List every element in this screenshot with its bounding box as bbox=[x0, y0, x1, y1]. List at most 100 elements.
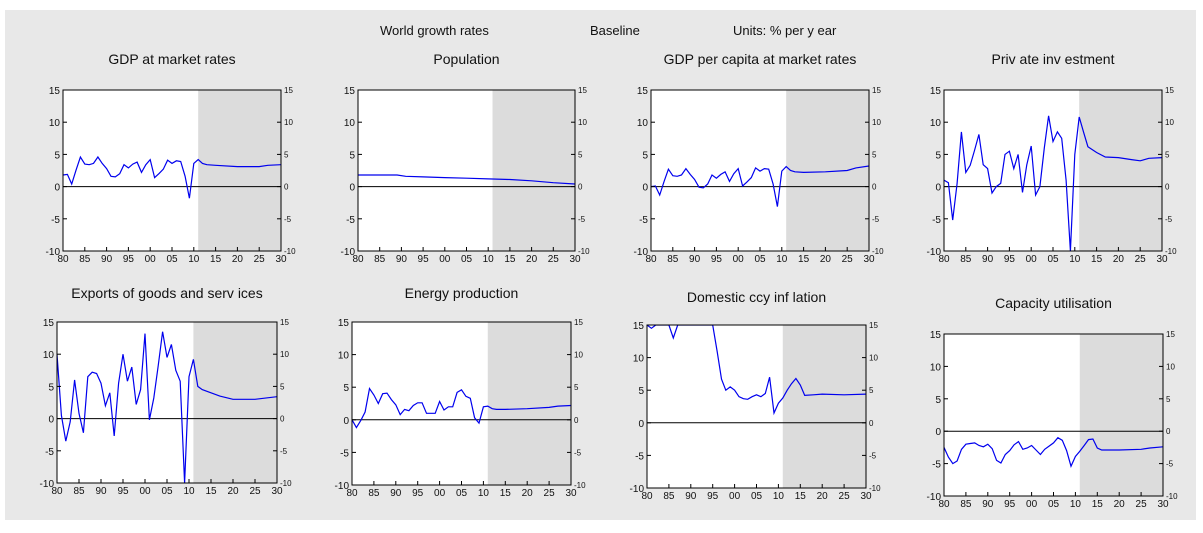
x-tick-label: 10 bbox=[776, 254, 788, 265]
y-tick-label-right: 10 bbox=[869, 354, 878, 363]
y-tick-label-right: -10 bbox=[1166, 492, 1178, 501]
y-tick-label: -10 bbox=[634, 247, 649, 258]
y-tick-label-right: 5 bbox=[574, 383, 579, 392]
subplot-title: Exports of goods and serv ices bbox=[71, 285, 262, 301]
x-tick-label: 05 bbox=[161, 486, 173, 497]
y-tick-label: 15 bbox=[49, 86, 61, 97]
forecast-shade bbox=[198, 90, 281, 251]
header-scenario: Baseline bbox=[590, 23, 640, 38]
subplot-title: GDP per capita at market rates bbox=[664, 51, 857, 67]
x-tick-label: 05 bbox=[456, 488, 468, 499]
y-tick-label-right: 5 bbox=[280, 382, 285, 391]
y-tick-label: 15 bbox=[637, 86, 649, 97]
x-tick-label: 05 bbox=[754, 254, 766, 265]
subplot-title: Population bbox=[433, 51, 499, 67]
x-tick-label: 80 bbox=[938, 254, 950, 265]
x-tick-label: 95 bbox=[412, 488, 424, 499]
y-tick-label-right: -10 bbox=[872, 247, 884, 256]
series-line bbox=[358, 174, 575, 185]
y-tick-label: 15 bbox=[338, 318, 350, 329]
x-tick-label: 85 bbox=[368, 488, 380, 499]
subplot-5: Exports of goods and serv ices 15 10 5 0 -5 -1… bbox=[40, 285, 293, 497]
y-tick-label-right: -10 bbox=[578, 247, 590, 256]
x-tick-label: 00 bbox=[139, 486, 151, 497]
x-tick-label: 05 bbox=[1047, 254, 1059, 265]
x-tick-label: 20 bbox=[1114, 499, 1126, 510]
y-tick-label: 10 bbox=[633, 354, 645, 365]
y-tick-label: 15 bbox=[930, 330, 942, 341]
x-tick-label: 80 bbox=[645, 254, 657, 265]
x-tick-label: 90 bbox=[390, 488, 402, 499]
y-tick-label-right: 0 bbox=[1165, 183, 1170, 192]
x-tick-label: 80 bbox=[57, 254, 69, 265]
x-tick-label: 90 bbox=[689, 254, 701, 265]
y-tick-label: 10 bbox=[930, 118, 942, 129]
y-tick-label: -5 bbox=[340, 448, 349, 459]
x-tick-label: 25 bbox=[249, 486, 261, 497]
x-tick-label: 15 bbox=[798, 254, 810, 265]
x-tick-label: 10 bbox=[478, 488, 490, 499]
x-tick-label: 90 bbox=[95, 486, 107, 497]
y-tick-label: -5 bbox=[45, 447, 54, 458]
subplot-4: Priv ate inv estment 15 10 5 0 -5 -10 15 10 5 0 -5 -… bbox=[927, 51, 1178, 265]
header-units: Units: % per y ear bbox=[733, 23, 837, 38]
x-tick-label: 80 bbox=[352, 254, 364, 265]
x-tick-label: 00 bbox=[434, 488, 446, 499]
y-tick-label: -5 bbox=[932, 215, 941, 226]
y-tick-label: -5 bbox=[346, 215, 355, 226]
y-tick-label: 0 bbox=[54, 183, 60, 194]
y-tick-label-right: 0 bbox=[869, 419, 874, 428]
y-tick-label: 5 bbox=[642, 150, 648, 161]
y-tick-label-right: -5 bbox=[1165, 215, 1173, 224]
x-tick-label: 20 bbox=[227, 486, 239, 497]
y-tick-label: 5 bbox=[48, 382, 54, 393]
y-tick-label: 10 bbox=[344, 118, 356, 129]
x-tick-label: 25 bbox=[842, 254, 854, 265]
y-tick-label: -10 bbox=[927, 247, 942, 258]
y-tick-label-right: 15 bbox=[1166, 330, 1175, 339]
series-line bbox=[63, 155, 281, 199]
x-tick-label: 05 bbox=[1048, 499, 1060, 510]
x-tick-label: 00 bbox=[1026, 499, 1038, 510]
x-tick-label: 20 bbox=[232, 254, 244, 265]
x-tick-label: 10 bbox=[773, 491, 785, 502]
x-tick-label: 15 bbox=[500, 488, 512, 499]
x-tick-label: 10 bbox=[1069, 254, 1081, 265]
series-line bbox=[944, 436, 1163, 468]
y-tick-label-right: 10 bbox=[578, 118, 587, 127]
y-tick-label: 10 bbox=[43, 350, 55, 361]
y-tick-label-right: 0 bbox=[574, 416, 579, 425]
y-tick-label-right: -5 bbox=[280, 447, 288, 456]
x-tick-label: 30 bbox=[1157, 499, 1169, 510]
forecast-shade bbox=[492, 90, 575, 251]
x-tick-label: 90 bbox=[101, 254, 113, 265]
x-tick-label: 25 bbox=[1136, 499, 1148, 510]
y-tick-label-right: 15 bbox=[578, 86, 587, 95]
y-tick-label: 5 bbox=[343, 383, 349, 394]
y-tick-label: 15 bbox=[930, 86, 942, 97]
y-tick-label-right: -5 bbox=[284, 215, 292, 224]
x-tick-label: 85 bbox=[960, 499, 972, 510]
subplot-7: Domestic ccy inf lation 15 10 5 0 -5 -10 15 10 5 0… bbox=[630, 289, 882, 502]
y-tick-label: 5 bbox=[54, 150, 60, 161]
y-tick-label-right: -5 bbox=[1166, 460, 1174, 469]
x-tick-label: 00 bbox=[1026, 254, 1038, 265]
y-tick-label: 0 bbox=[935, 183, 941, 194]
x-tick-label: 20 bbox=[817, 491, 829, 502]
x-tick-label: 20 bbox=[526, 254, 538, 265]
y-tick-label-right: 5 bbox=[284, 150, 289, 159]
x-tick-label: 00 bbox=[733, 254, 745, 265]
subplot-1: GDP at market rates 15 10 5 0 -5 -10 15 10 5 0 -5 -1… bbox=[46, 51, 297, 265]
x-tick-label: 30 bbox=[1156, 254, 1168, 265]
y-tick-label: 0 bbox=[349, 183, 355, 194]
x-tick-label: 20 bbox=[522, 488, 534, 499]
y-tick-label: -10 bbox=[40, 479, 55, 490]
x-tick-label: 30 bbox=[275, 254, 287, 265]
y-tick-label: -10 bbox=[927, 492, 942, 503]
x-tick-label: 90 bbox=[685, 491, 697, 502]
y-tick-label-right: -10 bbox=[280, 479, 292, 488]
series-line bbox=[57, 331, 277, 483]
x-tick-label: 85 bbox=[79, 254, 91, 265]
x-tick-label: 25 bbox=[544, 488, 556, 499]
subplot-title: Capacity utilisation bbox=[995, 295, 1112, 311]
